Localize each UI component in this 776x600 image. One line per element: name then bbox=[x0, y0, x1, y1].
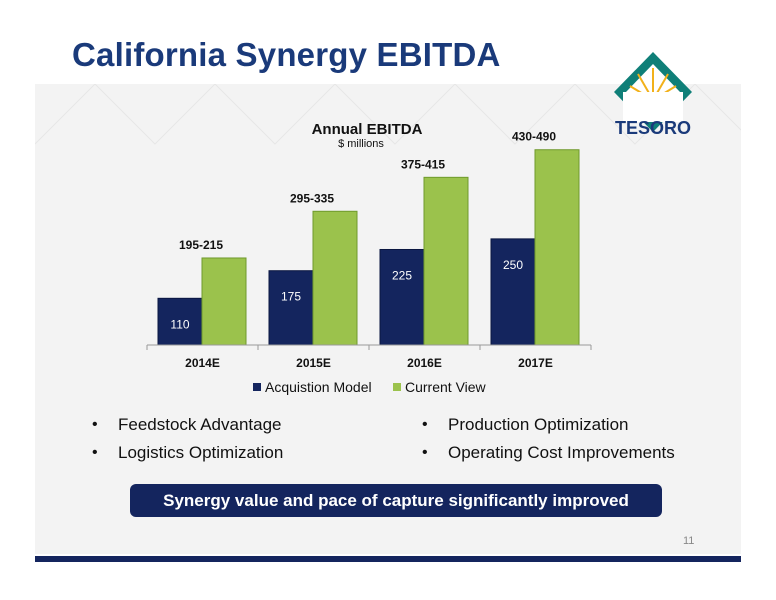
bar-label-acquisition-model: 250 bbox=[503, 258, 523, 272]
chart-title: Annual EBITDA bbox=[312, 121, 423, 138]
bullet-dot: • bbox=[422, 416, 428, 433]
bullet-dot: • bbox=[92, 444, 98, 461]
bullet-item: • Feedstock Advantage bbox=[92, 411, 283, 439]
bar-label-acquisition-model: 175 bbox=[281, 290, 301, 304]
bullet-text: Logistics Optimization bbox=[118, 443, 284, 462]
bar-acquisition-model bbox=[490, 238, 536, 346]
bullet-dot: • bbox=[92, 416, 98, 433]
legend-entry: Current View bbox=[405, 379, 487, 395]
tesoro-logo: TESORO bbox=[614, 52, 692, 138]
chart-subtitle: $ millions bbox=[338, 138, 384, 150]
page-number: 11 bbox=[683, 535, 695, 547]
bar-label-acquisition-model: 110 bbox=[170, 317, 189, 331]
bar-current-view bbox=[312, 210, 358, 346]
bullet-list-right: • Production Optimization • Operating Co… bbox=[422, 411, 675, 467]
bar-current-view bbox=[423, 176, 469, 346]
bullet-list-left: • Feedstock Advantage • Logistics Optimi… bbox=[92, 411, 283, 467]
bullet-text: Feedstock Advantage bbox=[118, 415, 282, 434]
bullet-item: • Logistics Optimization bbox=[92, 439, 283, 467]
bar-acquisition-model bbox=[379, 248, 425, 346]
bar-acquisition-model bbox=[157, 297, 203, 346]
legend-entry: Acquistion Model bbox=[265, 379, 372, 395]
footer-bar bbox=[35, 556, 741, 562]
bar-current-view bbox=[534, 149, 580, 346]
x-tick-label: 2015E bbox=[296, 356, 331, 370]
panel-pattern bbox=[35, 84, 741, 145]
bullet-text: Operating Cost Improvements bbox=[448, 443, 675, 462]
legend-swatch bbox=[253, 383, 261, 391]
bar-label-current-view: 375-415 bbox=[401, 157, 445, 171]
bar-label-current-view: 295-335 bbox=[290, 191, 334, 205]
logo-text: TESORO bbox=[615, 118, 691, 138]
x-tick-label: 2017E bbox=[518, 356, 553, 370]
bullet-text: Production Optimization bbox=[448, 415, 629, 434]
bar-label-current-view: 195-215 bbox=[179, 238, 223, 252]
x-tick-label: 2014E bbox=[185, 356, 220, 370]
bar-label-acquisition-model: 225 bbox=[392, 268, 412, 282]
bullet-dot: • bbox=[422, 444, 428, 461]
bullet-item: • Production Optimization bbox=[422, 411, 675, 439]
bullet-item: • Operating Cost Improvements bbox=[422, 439, 675, 467]
legend-swatch bbox=[393, 383, 401, 391]
slide-title: California Synergy EBITDA bbox=[72, 36, 501, 73]
synergy-banner: Synergy value and pace of capture signif… bbox=[130, 484, 662, 517]
bar-current-view bbox=[201, 257, 247, 346]
bar-label-current-view: 430-490 bbox=[512, 130, 556, 144]
bar-acquisition-model bbox=[268, 270, 314, 346]
x-tick-label: 2016E bbox=[407, 356, 442, 370]
